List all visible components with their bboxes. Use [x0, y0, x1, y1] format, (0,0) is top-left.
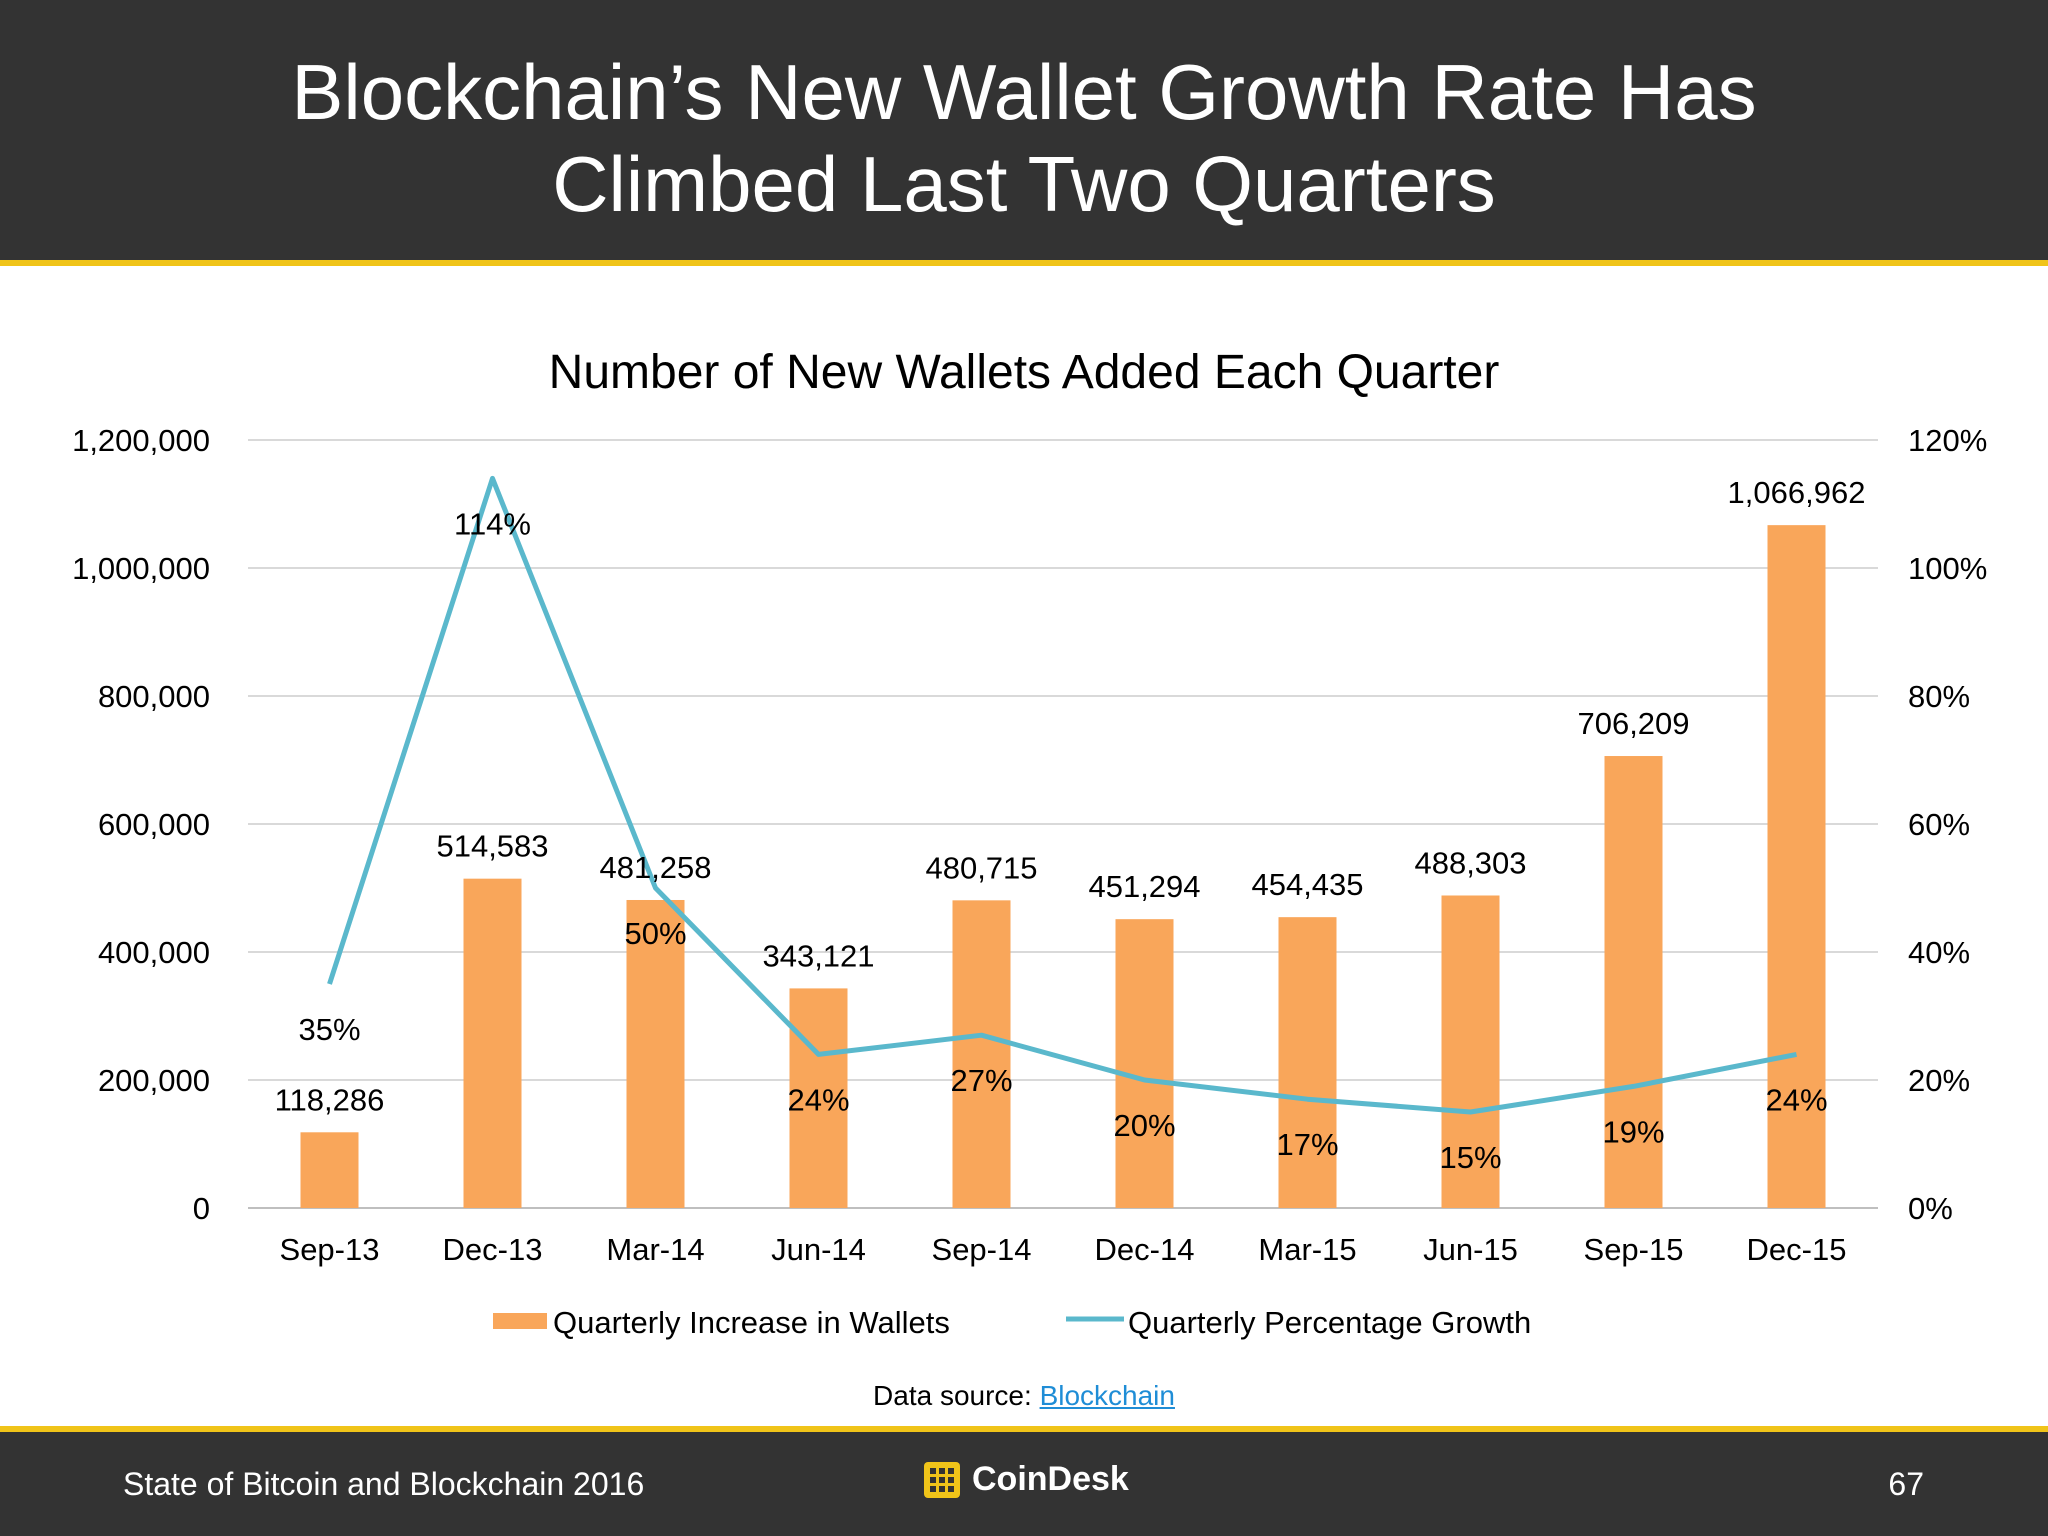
chart-title: Number of New Wallets Added Each Quarter: [549, 346, 1500, 399]
data-source-prefix: Data source:: [873, 1380, 1040, 1411]
slide-header: Blockchain’s New Wallet Growth Rate Has …: [0, 0, 2048, 266]
x-tick-label: Jun-14: [771, 1232, 866, 1267]
bar: [300, 1132, 359, 1208]
bar: [1604, 756, 1663, 1208]
line-value-label: 20%: [1113, 1108, 1175, 1143]
y-left-tick-label: 200,000: [98, 1063, 210, 1098]
bar-value-label: 118,286: [275, 1082, 385, 1117]
coindesk-logo: CoinDesk: [924, 1460, 1129, 1499]
y-left-tick-label: 800,000: [98, 679, 210, 714]
bar: [1441, 895, 1500, 1208]
x-tick-label: Dec-15: [1747, 1232, 1847, 1267]
y-right-tick-label: 20%: [1908, 1063, 1970, 1098]
y-right-tick-label: 80%: [1908, 679, 1970, 714]
combo-chart: Number of New Wallets Added Each Quarter…: [72, 346, 1987, 1340]
y-left-tick-label: 1,200,000: [72, 423, 210, 458]
bar: [789, 988, 848, 1208]
bar: [463, 878, 522, 1208]
bar: [952, 900, 1011, 1208]
x-tick-label: Jun-15: [1423, 1232, 1518, 1267]
line-value-label: 15%: [1439, 1140, 1501, 1175]
line-value-label: 27%: [950, 1063, 1012, 1098]
line-value-label: 24%: [787, 1082, 849, 1117]
bar-value-label: 481,258: [599, 850, 711, 885]
x-tick-label: Dec-14: [1095, 1232, 1195, 1267]
bar-value-label: 1,066,962: [1728, 475, 1866, 510]
y-right-tick-label: 100%: [1908, 551, 1987, 586]
y-left-tick-label: 600,000: [98, 807, 210, 842]
chart-area: Number of New Wallets Added Each Quarter…: [0, 266, 2048, 1426]
y-right-tick-label: 60%: [1908, 807, 1970, 842]
slide-footer: State of Bitcoin and Blockchain 2016 Coi…: [0, 1426, 2048, 1536]
y-right-tick-label: 40%: [1908, 935, 1970, 970]
coindesk-logo-text: CoinDesk: [972, 1460, 1129, 1498]
bar: [626, 899, 685, 1208]
page-number: 67: [1888, 1466, 1924, 1502]
slide-title: Blockchain’s New Wallet Growth Rate Has …: [0, 46, 2048, 230]
line-value-label: 35%: [298, 1012, 360, 1047]
line-value-label: 17%: [1276, 1127, 1338, 1162]
y-left-tick-label: 0: [193, 1191, 210, 1226]
bar-value-label: 451,294: [1088, 869, 1200, 904]
bar-value-label: 480,715: [925, 850, 1037, 885]
legend-line-label: Quarterly Percentage Growth: [1128, 1305, 1531, 1340]
x-tick-label: Sep-14: [932, 1232, 1032, 1267]
bar-value-label: 514,583: [436, 829, 548, 864]
bar: [1767, 525, 1826, 1208]
bar-value-label: 488,303: [1414, 845, 1526, 880]
legend-bar-label: Quarterly Increase in Wallets: [553, 1305, 950, 1340]
slide-title-line-1: Blockchain’s New Wallet Growth Rate Has: [291, 48, 1757, 136]
bar-value-label: 706,209: [1577, 706, 1689, 741]
bar: [1115, 919, 1174, 1208]
bar: [1278, 917, 1337, 1208]
line-value-label: 114%: [454, 506, 531, 541]
y-left-tick-label: 1,000,000: [72, 551, 210, 586]
data-source: Data source: Blockchain: [0, 1380, 2048, 1412]
coindesk-logo-icon: [924, 1461, 960, 1498]
x-tick-label: Sep-13: [280, 1232, 380, 1267]
x-tick-label: Dec-13: [443, 1232, 543, 1267]
y-right-tick-label: 0%: [1908, 1191, 1953, 1226]
line-value-label: 50%: [624, 916, 686, 951]
x-tick-label: Mar-14: [606, 1232, 704, 1267]
bar-value-label: 454,435: [1251, 867, 1363, 902]
x-tick-label: Mar-15: [1258, 1232, 1356, 1267]
bar-value-label: 343,121: [762, 938, 874, 973]
footer-report-title: State of Bitcoin and Blockchain 2016: [123, 1466, 645, 1502]
y-right-tick-label: 120%: [1908, 423, 1987, 458]
line-value-label: 24%: [1765, 1082, 1827, 1117]
growth-line: [327, 475, 1797, 1115]
slide-title-line-2: Climbed Last Two Quarters: [552, 140, 1496, 228]
y-left-tick-label: 400,000: [98, 935, 210, 970]
data-source-link[interactable]: Blockchain: [1039, 1380, 1175, 1411]
legend-bar-swatch: [493, 1313, 547, 1329]
line-value-label: 19%: [1602, 1114, 1664, 1149]
x-tick-label: Sep-15: [1584, 1232, 1684, 1267]
